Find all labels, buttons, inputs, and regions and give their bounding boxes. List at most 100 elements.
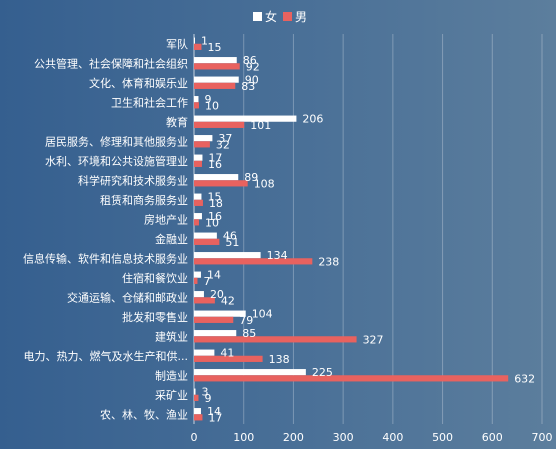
bar-male xyxy=(194,63,240,70)
bar-female xyxy=(194,135,213,142)
bar-male xyxy=(194,355,263,362)
bar-female xyxy=(194,252,261,259)
x-tick-label: 100 xyxy=(233,431,254,444)
x-tick-label: 300 xyxy=(333,431,354,444)
value-label-female: 14 xyxy=(207,269,221,282)
bar-male xyxy=(194,414,203,421)
legend-label: 女 xyxy=(265,9,277,24)
legend-item-female[interactable]: 女 xyxy=(253,9,277,24)
value-label-female: 1 xyxy=(201,35,208,48)
bar-male xyxy=(194,102,199,109)
bar-female xyxy=(194,174,239,181)
value-label-male: 15 xyxy=(207,41,221,54)
category-label: 金融业 xyxy=(155,232,188,246)
value-label-male: 7 xyxy=(203,275,210,288)
value-label-male: 108 xyxy=(254,177,275,190)
value-label-male: 17 xyxy=(208,411,222,424)
bar-male xyxy=(194,258,313,265)
value-label-female: 89 xyxy=(244,171,258,184)
value-label-female: 16 xyxy=(208,210,222,223)
category-label: 批发和零售业 xyxy=(122,310,188,324)
legend-label: 男 xyxy=(295,10,307,24)
bar-female xyxy=(194,96,199,103)
bar-male xyxy=(194,316,234,323)
category-label: 文化、体育和娱乐业 xyxy=(89,76,188,90)
category-label: 制造业 xyxy=(155,368,188,382)
category-label: 农、林、牧、渔业 xyxy=(100,407,188,421)
bar-male xyxy=(194,375,509,382)
value-label-female: 90 xyxy=(245,74,259,87)
value-label-female: 15 xyxy=(207,191,221,204)
bar-male xyxy=(194,180,248,187)
bar-female xyxy=(194,232,217,239)
category-label: 卫生和社会工作 xyxy=(111,95,188,109)
bar-female xyxy=(194,213,202,220)
value-label-male: 83 xyxy=(241,80,255,93)
value-label-male: 16 xyxy=(208,158,222,171)
x-tick-label: 200 xyxy=(283,431,304,444)
bar-male xyxy=(194,43,202,50)
category-label: 房地产业 xyxy=(144,212,188,226)
category-labels: 军队公共管理、社会保障和社会组织文化、体育和娱乐业卫生和社会工作教育居民服务、修… xyxy=(23,37,188,422)
bar-female xyxy=(194,37,195,44)
category-label: 信息传输、软件和信息技术服务业 xyxy=(23,251,188,265)
x-axis-ticks: 0 100 200 300 400 500 600 700 xyxy=(191,431,553,444)
value-label-female: 85 xyxy=(242,327,256,340)
bar-male xyxy=(194,82,236,89)
value-label-female: 104 xyxy=(252,308,273,321)
legend[interactable]: 女男 xyxy=(253,9,307,24)
value-label-male: 10 xyxy=(205,216,219,229)
value-label-male: 92 xyxy=(246,60,260,73)
x-tick-label: 400 xyxy=(382,431,403,444)
value-label-male: 79 xyxy=(239,314,253,327)
legend-item-male[interactable]: 男 xyxy=(283,10,307,24)
bar-female xyxy=(194,193,202,200)
category-label: 交通运输、仓储和邮政业 xyxy=(67,290,188,304)
category-label: 租赁和商务服务业 xyxy=(100,193,188,207)
value-label-male: 9 xyxy=(204,392,211,405)
category-label: 建筑业 xyxy=(155,329,188,343)
bars xyxy=(194,37,509,421)
value-label-female: 14 xyxy=(207,405,221,418)
bar-male xyxy=(194,238,220,245)
bar-female xyxy=(194,291,204,298)
value-label-male: 238 xyxy=(318,255,339,268)
x-tick-label: 0 xyxy=(191,431,198,444)
category-label: 科学研究和技术服务业 xyxy=(78,173,188,187)
category-label: 水利、环境和公共设施管理业 xyxy=(45,154,188,168)
bar-female xyxy=(194,154,203,161)
value-label-male: 42 xyxy=(221,294,235,307)
value-label-female: 225 xyxy=(312,366,333,379)
bar-male xyxy=(194,121,245,128)
value-label-male: 632 xyxy=(514,372,535,385)
bar-female xyxy=(194,310,246,317)
bar-female xyxy=(194,349,215,356)
bar-female xyxy=(194,388,196,395)
bar-female xyxy=(194,57,237,64)
category-label: 教育 xyxy=(166,115,188,129)
bar-male xyxy=(194,199,203,206)
value-label-female: 20 xyxy=(210,288,224,301)
value-label-female: 206 xyxy=(302,113,323,126)
value-label-female: 41 xyxy=(220,347,234,360)
value-label-male: 51 xyxy=(225,236,239,249)
bar-male xyxy=(194,141,210,148)
legend-swatch xyxy=(253,12,262,21)
bar-male xyxy=(194,160,202,167)
bar-male xyxy=(194,336,357,343)
value-label-female: 46 xyxy=(223,230,237,243)
value-label-male: 327 xyxy=(363,333,384,346)
category-label: 公共管理、社会保障和社会组织 xyxy=(34,56,188,70)
value-labels: 1 158692908391020610137321716891081518161… xyxy=(201,35,535,425)
value-label-male: 10 xyxy=(205,99,219,112)
value-label-male: 32 xyxy=(216,138,230,151)
grid-lines xyxy=(193,34,543,424)
value-label-female: 37 xyxy=(218,132,232,145)
x-tick-label: 600 xyxy=(482,431,503,444)
legend-swatch xyxy=(283,12,292,21)
bar-female xyxy=(194,408,201,415)
value-label-female: 3 xyxy=(201,386,208,399)
value-label-female: 134 xyxy=(267,249,288,262)
